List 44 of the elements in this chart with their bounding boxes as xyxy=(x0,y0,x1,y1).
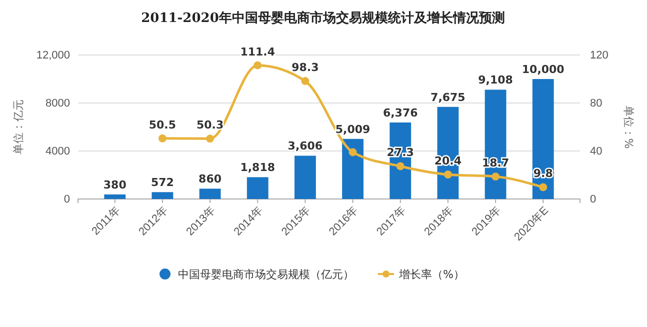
data-label: 3,606 xyxy=(288,140,323,153)
y-tick-label: 4000 xyxy=(46,146,70,158)
bar xyxy=(342,138,364,199)
point xyxy=(301,77,310,86)
data-label: 9.8 xyxy=(533,167,553,180)
point xyxy=(348,148,357,156)
bar xyxy=(104,194,126,199)
point xyxy=(254,61,262,70)
point xyxy=(492,172,500,181)
y2-axis-title: 单位：% xyxy=(622,105,635,149)
bar xyxy=(199,188,221,199)
data-label: 572 xyxy=(150,176,174,190)
bar xyxy=(532,79,554,199)
data-label: 50.5 xyxy=(148,118,176,132)
data-label: 5,009 xyxy=(335,122,370,136)
data-label: 10,000 xyxy=(522,63,565,76)
point xyxy=(539,183,548,192)
data-label: 860 xyxy=(198,172,222,186)
chart-title: 2011-2020年中国母婴电商市场交易规模统计及增长情况预测 xyxy=(141,10,505,26)
y-tick-label: 8000 xyxy=(46,98,70,110)
y-tick-label: 12,000 xyxy=(36,50,70,62)
bar xyxy=(294,156,316,199)
data-label: 98.3 xyxy=(292,61,319,74)
data-label: 7,675 xyxy=(430,90,466,104)
point xyxy=(396,162,404,170)
bar xyxy=(484,90,506,199)
data-label: 380 xyxy=(103,178,127,192)
y-axis-title: 单位：亿元 xyxy=(12,100,25,154)
data-label: 111.4 xyxy=(240,45,276,58)
bar xyxy=(246,177,268,199)
legend-label: 增长率（%） xyxy=(398,268,464,281)
y-tick-label: 0 xyxy=(64,194,70,206)
y2-tick-label: 80 xyxy=(590,98,602,110)
data-label: 9,108 xyxy=(478,74,513,87)
data-label: 1,818 xyxy=(240,161,276,174)
point xyxy=(158,134,166,142)
y2-tick-label: 0 xyxy=(590,194,596,206)
point xyxy=(206,134,214,143)
y2-tick-label: 40 xyxy=(590,146,602,158)
point xyxy=(444,170,452,178)
legend-label: 中国母婴电商市场交易规模（亿元） xyxy=(178,268,354,281)
data-label: 6,376 xyxy=(382,106,418,120)
y2-tick-label: 120 xyxy=(590,50,608,62)
bar xyxy=(152,192,174,199)
